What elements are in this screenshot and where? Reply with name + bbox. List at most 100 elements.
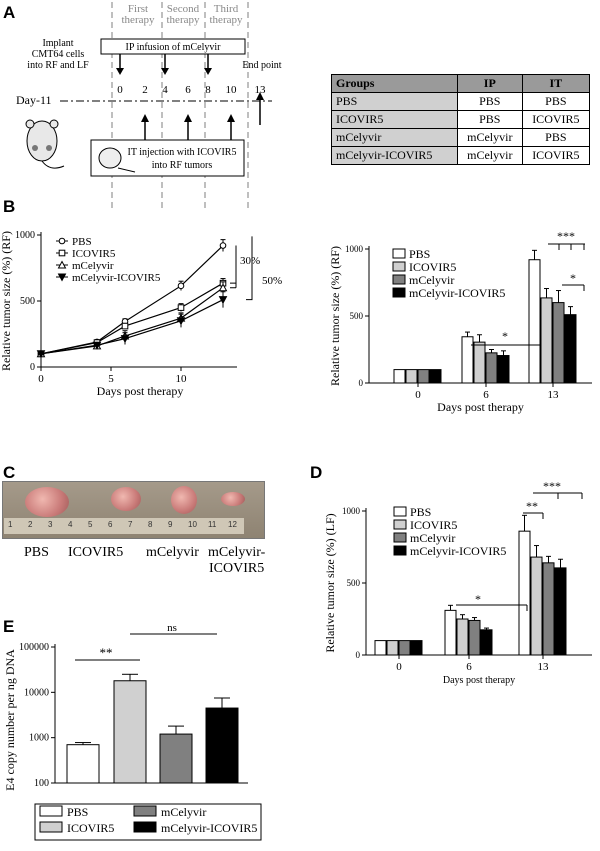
- legend-label: ICOVIR5: [409, 260, 456, 274]
- ruler-number: 10: [188, 520, 197, 529]
- legend-label: mCelyvir: [409, 273, 454, 287]
- phase-label: Third: [214, 3, 239, 15]
- legend-label: ICOVIR5: [410, 518, 457, 532]
- ruler-number: 6: [108, 520, 113, 529]
- panel-label-d: D: [310, 463, 322, 482]
- legend-label: mCelyvir: [410, 531, 455, 545]
- legend-swatch: [393, 519, 407, 530]
- annotation-30: 30%: [240, 255, 260, 267]
- data-point: [92, 341, 102, 350]
- down-arrow-head: [161, 68, 169, 75]
- ruler-number: 3: [48, 520, 53, 529]
- ruler-number: 7: [128, 520, 133, 529]
- table-cell: ICOVIR5: [521, 146, 591, 165]
- y-tick-label: 0: [359, 378, 364, 388]
- bar-mcelyvir-icovir5: [429, 369, 442, 384]
- mouse-ear-icon: [49, 119, 59, 129]
- significance-bracket: [562, 284, 585, 291]
- y-tick-label: 500: [347, 578, 361, 588]
- significance-label: *: [475, 592, 481, 606]
- legend-swatch: [133, 805, 157, 817]
- panel-label-a: A: [3, 3, 15, 22]
- bar-icovir5: [113, 680, 147, 784]
- x-tick-label: 6: [466, 661, 472, 673]
- significance-label: **: [526, 499, 538, 513]
- y-tick-label: 500: [20, 296, 35, 307]
- implant-text: into RF and LF: [27, 60, 89, 71]
- significance-label: *: [570, 271, 576, 285]
- y-tick-label: 1000: [345, 244, 364, 254]
- ruler-number: 4: [68, 520, 73, 529]
- legend-label: PBS: [67, 805, 88, 819]
- ruler-number: 2: [28, 520, 33, 529]
- day-tick-label: 6: [185, 84, 191, 96]
- table-cell: PBS: [456, 92, 523, 111]
- data-point: [219, 242, 227, 249]
- header-cell: IT: [521, 74, 591, 93]
- table-cell: PBS: [521, 128, 591, 147]
- table-cell: PBS: [521, 92, 591, 111]
- bar-icovir5: [405, 369, 418, 384]
- day-tick-label: 0: [117, 84, 123, 96]
- table-cell: PBS: [456, 110, 523, 129]
- panel-label-c: C: [3, 463, 15, 482]
- tumor-icovir5: [111, 487, 141, 511]
- annotation-50: 50%: [262, 275, 282, 287]
- legend-marker: [58, 237, 66, 245]
- bar-pbs: [374, 640, 387, 656]
- legend-label: mCelyvir-ICOVIR5: [161, 821, 257, 835]
- table-cell: mCelyvir-ICOVIR5: [331, 146, 458, 165]
- legend-swatch: [393, 545, 407, 556]
- header-cell: IP: [456, 74, 523, 93]
- significance-bracket: [548, 243, 585, 250]
- y-tick-label: 500: [350, 311, 364, 321]
- significance-label: **: [100, 645, 113, 660]
- day-tick-label: 4: [162, 84, 168, 96]
- x-tick-label: 0: [396, 661, 402, 673]
- down-arrow-head: [204, 68, 212, 75]
- legend-swatch: [39, 805, 63, 817]
- label-mcelyvir-icovir5: mCelyvir- ICOVIR5: [208, 545, 265, 577]
- day-tick-label: 2: [142, 84, 148, 96]
- y-axis-label: E4 copy number per ng DNA: [3, 649, 17, 791]
- tumor-mcelyvir-icovir5: [221, 492, 245, 506]
- phase-label: therapy: [210, 14, 243, 26]
- end-point-label: End point: [242, 60, 281, 71]
- phase-label: therapy: [122, 14, 155, 26]
- data-point: [177, 282, 185, 290]
- y-axis-label: Relative tumor size (%) (RF): [0, 231, 13, 371]
- bar-pbs: [66, 744, 100, 784]
- ruler-number: 12: [228, 520, 237, 529]
- tumor-pbs: [25, 487, 69, 517]
- up-arrow-head: [141, 114, 149, 122]
- tumor-dot-icon: [32, 145, 38, 151]
- ruler-number: 5: [88, 520, 93, 529]
- legend-swatch: [392, 261, 406, 272]
- significance-label: *: [502, 329, 508, 343]
- phase-label: Second: [167, 3, 200, 15]
- label-line-2: ICOVIR5: [209, 561, 265, 576]
- legend-swatch: [393, 532, 407, 543]
- legend-label: PBS: [409, 247, 430, 261]
- bar-pbs: [461, 336, 474, 384]
- header-cell: Groups: [331, 74, 458, 93]
- legend-label: ICOVIR5: [72, 248, 116, 260]
- legend-label: mCelyvir: [161, 805, 206, 819]
- y-tick-label: 0: [356, 650, 361, 660]
- table-cell: mCelyvir: [456, 146, 523, 165]
- significance-bracket: [471, 344, 541, 351]
- groups-table-header: Groups IP IT: [331, 74, 591, 93]
- day-tick-label: 10: [226, 84, 238, 96]
- bar-mcelyvir: [417, 369, 430, 384]
- legend-swatch: [392, 274, 406, 285]
- x-tick-label: 0: [415, 389, 421, 401]
- implant-text: CMT64 cells: [32, 49, 85, 60]
- bar-icovir5: [540, 297, 553, 384]
- down-arrow-head: [116, 68, 124, 75]
- label-pbs: PBS: [24, 545, 49, 560]
- significance-bracket: [523, 512, 544, 519]
- y-axis-label: Relative tumor size (%) (LF): [323, 513, 337, 652]
- bar-icovir5: [530, 556, 543, 656]
